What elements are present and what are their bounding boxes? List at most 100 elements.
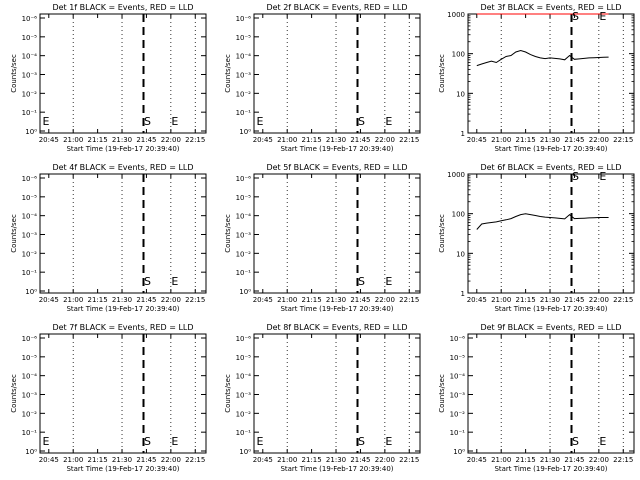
x-axis-label: Start Time (19-Feb-17 20:39:40) <box>494 305 607 313</box>
y-tick-label: 10⁻⁴ <box>236 53 252 61</box>
y-axis-label: Counts/sec <box>438 374 446 413</box>
y-axis-label: Counts/sec <box>438 214 446 253</box>
y-axis-label: Counts/sec <box>438 54 446 93</box>
y-tick-label: 10⁻¹ <box>236 429 252 437</box>
event-marker-s: S <box>144 435 151 448</box>
y-tick-label: 10⁻⁴ <box>236 373 252 381</box>
y-tick-label: 10⁻¹ <box>236 269 252 277</box>
event-marker-e: E <box>257 435 264 448</box>
event-marker-e: E <box>599 435 606 448</box>
x-tick-label: 21:15 <box>88 456 108 464</box>
x-tick-label: 21:15 <box>88 296 108 304</box>
x-tick-label: 21:15 <box>302 296 322 304</box>
y-tick-label: 10⁻⁶ <box>450 335 466 343</box>
x-tick-label: 22:00 <box>375 296 395 304</box>
y-tick-label: 10⁻⁵ <box>236 34 252 42</box>
panel-title: Det 4f BLACK = Events, RED = LLD <box>52 163 193 172</box>
x-tick-label: 21:15 <box>88 136 108 144</box>
event-marker-e: E <box>43 435 50 448</box>
x-tick-label: 20:45 <box>39 136 59 144</box>
event-marker-e: E <box>599 10 606 23</box>
panel-title: Det 9f BLACK = Events, RED = LLD <box>480 323 621 332</box>
x-tick-label: 20:45 <box>467 136 487 144</box>
x-tick-label: 21:30 <box>540 456 560 464</box>
y-tick-label: 10⁻⁵ <box>22 34 38 42</box>
y-tick-label: 10⁻¹ <box>236 109 252 117</box>
x-tick-label: 21:00 <box>277 296 297 304</box>
y-tick-label: 10⁻³ <box>22 72 38 80</box>
x-tick-label: 21:45 <box>350 296 370 304</box>
x-tick-label: 21:30 <box>326 136 346 144</box>
plot-frame <box>467 333 635 454</box>
x-axis-label: Start Time (19-Feb-17 20:39:40) <box>494 465 607 473</box>
detector-panel-4: Det 4f BLACK = Events, RED = LLD 20:45 21:… <box>10 163 207 313</box>
x-tick-label: 21:30 <box>540 136 560 144</box>
event-marker-e: E <box>385 435 392 448</box>
y-tick-label: 1 <box>461 130 465 138</box>
x-tick-label: 22:00 <box>161 136 181 144</box>
y-tick-label: 10⁻¹ <box>22 109 38 117</box>
detector-panel-7: Det 7f BLACK = Events, RED = LLD 20:45 21:… <box>10 323 207 473</box>
y-tick-label: 10⁻⁵ <box>22 354 38 362</box>
x-tick-label: 21:00 <box>277 456 297 464</box>
y-tick-label: 10⁻⁶ <box>22 15 38 23</box>
x-tick-label: 22:15 <box>399 296 419 304</box>
y-tick-label: 10⁰ <box>239 448 251 456</box>
x-tick-label: 21:00 <box>63 296 83 304</box>
y-tick-label: 10⁻⁶ <box>236 335 252 343</box>
x-tick-label: 21:15 <box>516 136 536 144</box>
y-tick-label: 10⁰ <box>25 128 37 136</box>
event-marker-e: E <box>385 275 392 288</box>
y-tick-label: 10⁻¹ <box>22 429 38 437</box>
y-axis-label: Counts/sec <box>10 214 18 253</box>
x-tick-label: 21:15 <box>516 296 536 304</box>
event-marker-e: E <box>171 115 178 128</box>
y-tick-label: 10⁻⁶ <box>22 335 38 343</box>
x-tick-label: 21:30 <box>326 456 346 464</box>
events-series-line <box>476 213 609 230</box>
panel-title: Det 2f BLACK = Events, RED = LLD <box>266 3 407 12</box>
y-tick-label: 10⁻⁴ <box>450 373 466 381</box>
y-tick-label: 10⁻² <box>236 90 252 98</box>
y-tick-label: 10⁻⁴ <box>22 213 38 221</box>
detector-panel-9: Det 9f BLACK = Events, RED = LLD 20:45 21:… <box>438 323 635 473</box>
plot-frame <box>253 333 421 454</box>
y-axis-label: Counts/sec <box>224 214 232 253</box>
y-tick-label: 10⁻² <box>22 410 38 418</box>
event-marker-s: S <box>572 435 579 448</box>
x-tick-label: 21:30 <box>112 136 132 144</box>
y-tick-label: 10⁻³ <box>22 232 38 240</box>
x-tick-label: 22:00 <box>589 136 609 144</box>
x-tick-label: 20:45 <box>39 296 59 304</box>
panel-title: Det 6f BLACK = Events, RED = LLD <box>480 163 621 172</box>
x-tick-label: 21:00 <box>491 296 511 304</box>
y-tick-label: 10⁻⁴ <box>236 213 252 221</box>
panel-title: Det 3f BLACK = Events, RED = LLD <box>480 3 621 12</box>
detector-panel-6: Det 6f BLACK = Events, RED = LLD 20:45 21:… <box>438 163 635 313</box>
y-axis-label: Counts/sec <box>10 374 18 413</box>
plot-frame <box>253 13 421 134</box>
y-tick-label: 10⁻⁵ <box>22 194 38 202</box>
y-tick-label: 10⁻⁵ <box>236 194 252 202</box>
x-tick-label: 21:00 <box>63 456 83 464</box>
detector-panel-3: Det 3f BLACK = Events, RED = LLD 20:45 21:… <box>438 3 635 153</box>
x-tick-label: 22:15 <box>185 456 205 464</box>
y-tick-label: 10⁻⁶ <box>236 15 252 23</box>
plot-frame <box>39 13 207 134</box>
x-axis-label: Start Time (19-Feb-17 20:39:40) <box>280 465 393 473</box>
x-tick-label: 21:30 <box>326 296 346 304</box>
x-tick-label: 20:45 <box>253 296 273 304</box>
x-tick-label: 21:15 <box>302 456 322 464</box>
x-tick-label: 21:00 <box>491 456 511 464</box>
y-tick-label: 10⁻³ <box>22 392 38 400</box>
x-tick-label: 20:45 <box>467 296 487 304</box>
detector-panel-2: Det 2f BLACK = Events, RED = LLD 20:45 21:… <box>224 3 421 153</box>
y-tick-label: 100 <box>452 51 465 59</box>
x-tick-label: 21:45 <box>136 136 156 144</box>
x-tick-label: 22:15 <box>399 456 419 464</box>
x-tick-label: 22:15 <box>185 136 205 144</box>
y-tick-label: 10⁻⁵ <box>236 354 252 362</box>
event-marker-e: E <box>385 115 392 128</box>
x-tick-label: 22:00 <box>589 296 609 304</box>
x-tick-label: 20:45 <box>467 456 487 464</box>
